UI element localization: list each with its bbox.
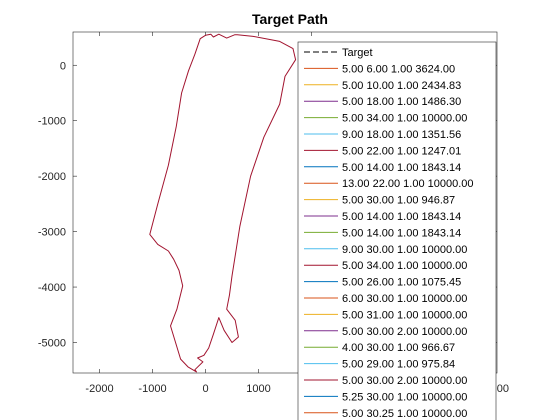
plot-area <box>149 33 297 373</box>
legend: Target 5.00 6.00 1.00 3624.00 5.00 10.00 1… <box>297 41 497 420</box>
legend-entry-label: 5.00 18.00 1.00 1486.30 <box>342 96 461 108</box>
legend-entry-label: Target <box>342 47 373 59</box>
y-tick-label: -5000 <box>38 338 66 350</box>
legend-entry-label: 5.00 30.00 2.00 10000.00 <box>342 375 467 387</box>
legend-box <box>297 41 497 420</box>
y-tick-label: -2000 <box>38 171 66 183</box>
legend-entry-label: 5.00 34.00 1.00 10000.00 <box>342 113 467 125</box>
x-tick-label-partial: 00 <box>497 383 509 395</box>
legend-entry-label: 4.00 30.00 1.00 966.67 <box>342 342 455 354</box>
target-path-line <box>149 33 297 373</box>
x-tick-label: -2000 <box>85 383 113 395</box>
legend-entry-label: 5.00 29.00 1.00 975.84 <box>342 359 455 371</box>
legend-entry-label: 5.00 14.00 1.00 1843.14 <box>342 227 461 239</box>
legend-entry-label: 5.25 30.00 1.00 10000.00 <box>342 391 467 403</box>
x-tick-label: 1000 <box>246 383 270 395</box>
legend-entry-label: 5.00 31.00 1.00 10000.00 <box>342 309 467 321</box>
legend-entry-label: 13.00 22.00 1.00 10000.00 <box>342 178 474 190</box>
y-tick-label: -4000 <box>38 282 66 294</box>
legend-entry-label: 5.00 30.00 2.00 10000.00 <box>342 326 467 338</box>
legend-entry-label: 5.00 14.00 1.00 1843.14 <box>342 162 461 174</box>
chart-title: Target Path <box>252 11 328 27</box>
legend-entry-label: 5.00 14.00 1.00 1843.14 <box>342 211 461 223</box>
legend-entry-label: 5.00 6.00 1.00 3624.00 <box>342 63 455 75</box>
x-tick-label: -1000 <box>138 383 166 395</box>
y-tick-label: -1000 <box>38 116 66 128</box>
legend-entry-label: 5.00 30.00 1.00 946.87 <box>342 195 455 207</box>
y-tick-label: -3000 <box>38 227 66 239</box>
legend-entry-label: 5.00 10.00 1.00 2434.83 <box>342 80 461 92</box>
legend-entry-label: 9.00 18.00 1.00 1351.56 <box>342 129 461 141</box>
legend-entry-label: 6.00 30.00 1.00 10000.00 <box>342 293 467 305</box>
legend-entry-label: 5.00 34.00 1.00 10000.00 <box>342 260 467 272</box>
legend-entry-label: 5.00 30.25 1.00 10000.00 <box>342 408 467 420</box>
y-tick-label: 0 <box>60 60 66 72</box>
x-tick-label: 0 <box>202 383 208 395</box>
legend-entry-label: 9.00 30.00 1.00 10000.00 <box>342 244 467 256</box>
legend-entry-label: 5.00 22.00 1.00 1247.01 <box>342 145 461 157</box>
legend-entry-label: 5.00 26.00 1.00 1075.45 <box>342 277 461 289</box>
